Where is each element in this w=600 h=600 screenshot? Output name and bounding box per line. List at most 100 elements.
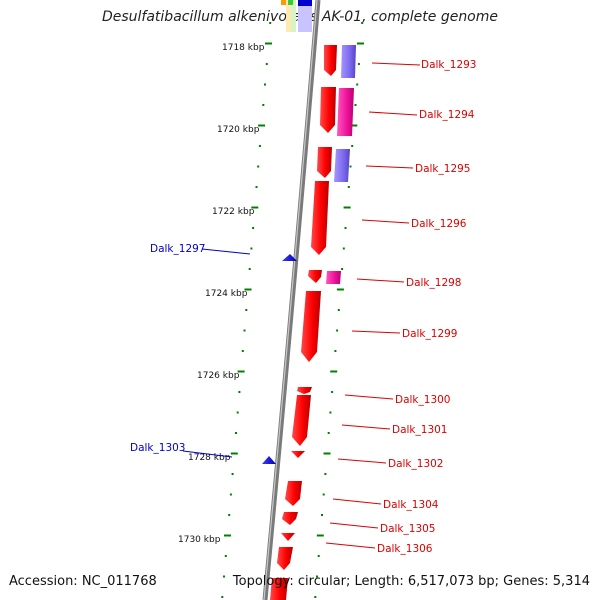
top-color-block (298, 0, 312, 32)
tick-mark (357, 63, 360, 65)
tick-mark (357, 42, 364, 45)
tick-mark (343, 206, 351, 209)
gene-label-dalk-1299[interactable]: Dalk_1299 (402, 328, 458, 340)
tick-mark (265, 63, 268, 65)
tick-mark (350, 124, 358, 127)
tick-mark (316, 575, 318, 578)
tick-mark (341, 268, 344, 270)
tick-mark (248, 268, 251, 270)
tick-mark (252, 227, 255, 229)
tick-mark (243, 329, 246, 332)
tick-mark (321, 514, 323, 516)
tick-mark (223, 575, 225, 578)
gene-label-dalk-1303[interactable]: Dalk_1303 (130, 442, 186, 454)
tick-mark (262, 104, 265, 106)
gene-label-dalk-1298[interactable]: Dalk_1298 (406, 277, 462, 289)
tick-mark (347, 186, 350, 188)
gene-label-dalk-1293[interactable]: Dalk_1293 (421, 59, 477, 71)
gene-dalk-1294[interactable] (320, 87, 354, 136)
tick-mark (336, 288, 344, 291)
tick-mark (322, 493, 325, 496)
tick-mark (255, 186, 258, 188)
tick-row-right (314, 22, 364, 598)
tick-mark (317, 555, 320, 557)
tick-mark (354, 104, 357, 106)
tick-mark (258, 124, 266, 127)
tick-mark (230, 452, 238, 455)
top-color-block (281, 0, 286, 5)
tick-mark (349, 165, 352, 168)
tick-mark (336, 329, 339, 332)
kbp-axis: 1718 kbp 1720 kbp 1722 kbp 1724 kbp 1726… (178, 43, 265, 545)
tick-mark (245, 309, 248, 311)
tick-mark (224, 534, 231, 537)
accession-label: Accession: NC_011768 (9, 574, 157, 589)
gene-dalk-1300[interactable] (297, 387, 312, 394)
gene-label-dalk-1300[interactable]: Dalk_1300 (395, 394, 451, 406)
tick-mark (265, 42, 272, 45)
gene-label-dalk-1306[interactable]: Dalk_1306 (377, 543, 433, 555)
kbp-label: 1730 kbp (178, 535, 221, 545)
kbp-label: 1724 kbp (205, 289, 248, 299)
gene-label-dalk-1304[interactable]: Dalk_1304 (383, 499, 439, 511)
tick-mark (258, 145, 261, 147)
tick-mark (244, 288, 252, 291)
tick-mark (231, 473, 234, 475)
tick-mark (337, 309, 340, 311)
gene-dalk-1297[interactable] (282, 254, 297, 261)
tick-mark (331, 391, 334, 393)
tick-mark (324, 473, 327, 475)
gene-label-dalk-1302[interactable]: Dalk_1302 (388, 458, 444, 470)
gene-dalk-1302[interactable] (291, 451, 305, 458)
tick-mark (257, 165, 260, 168)
gene-dalk-1305[interactable] (282, 512, 298, 525)
genome-stats: Topology: circular; Length: 6,517,073 bp… (232, 574, 590, 589)
top-color-block (291, 0, 296, 32)
gene-dalk-1306[interactable] (270, 533, 295, 600)
tick-mark (351, 145, 354, 147)
tick-mark (251, 206, 259, 209)
tick-mark (237, 370, 245, 373)
gene-label-dalk-1295[interactable]: Dalk_1295 (415, 163, 471, 175)
gene-dalk-1301[interactable] (292, 395, 311, 446)
tick-row-left (221, 22, 272, 598)
top-color-block (286, 0, 291, 32)
top-color-block (298, 0, 312, 6)
tick-mark (329, 411, 332, 414)
kbp-label: 1728 kbp (188, 453, 231, 463)
gene-dalk-1295[interactable] (317, 147, 350, 182)
genome-backbone-highlight (263, 0, 318, 600)
gene-label-dalk-1305[interactable]: Dalk_1305 (380, 523, 436, 535)
gene-label-dalk-1296[interactable]: Dalk_1296 (411, 218, 467, 230)
gene-dalk-1303[interactable] (262, 456, 276, 464)
tick-mark (228, 514, 231, 516)
kbp-label: 1722 kbp (212, 207, 255, 217)
tick-mark (221, 596, 224, 598)
kbp-label: 1720 kbp (217, 125, 260, 135)
kbp-label: 1726 kbp (197, 371, 240, 381)
tick-mark (342, 247, 345, 250)
tick-mark (327, 432, 330, 434)
tick-mark (314, 596, 317, 598)
gene-dalk-1299[interactable] (301, 291, 321, 362)
top-color-block (288, 0, 293, 5)
tick-mark (323, 452, 331, 455)
tick-mark (229, 493, 232, 496)
gene-dalk-1304[interactable] (285, 481, 302, 506)
tick-mark (269, 22, 272, 24)
gene-label-dalk-1297[interactable]: Dalk_1297 (150, 243, 206, 255)
tick-mark (238, 391, 241, 393)
gene-dalk-1293[interactable] (324, 45, 356, 78)
kbp-label: 1718 kbp (222, 43, 265, 53)
tick-mark (250, 247, 253, 250)
tick-mark (330, 370, 338, 373)
tick-mark (334, 350, 337, 352)
genome-backbone (262, 0, 321, 600)
tick-mark (361, 22, 364, 24)
gene-dalk-1296[interactable] (311, 181, 329, 255)
gene-dalk-1298[interactable] (308, 270, 341, 284)
gene-label-dalk-1294[interactable]: Dalk_1294 (419, 109, 475, 121)
gene-label-dalk-1301[interactable]: Dalk_1301 (392, 424, 448, 436)
tick-mark (236, 411, 239, 414)
